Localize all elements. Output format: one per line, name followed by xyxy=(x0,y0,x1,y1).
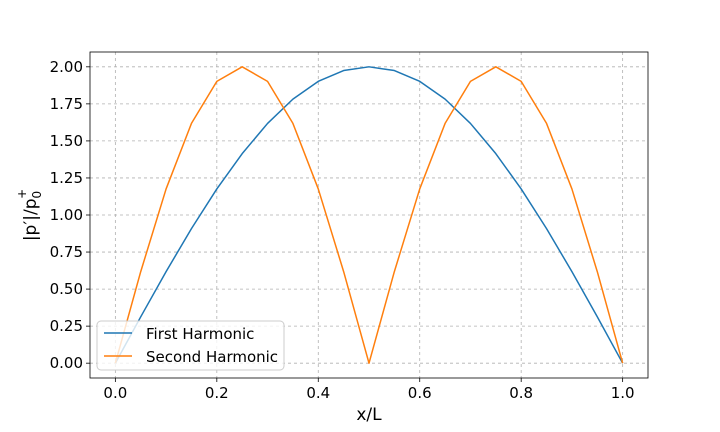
legend-label-first-harmonic: First Harmonic xyxy=(146,325,254,343)
series-line-second-harmonic xyxy=(114,66,624,364)
y-tick-label: 1.50 xyxy=(50,132,83,150)
y-tick-label: 1.25 xyxy=(50,169,83,187)
y-tick-label: 0.00 xyxy=(50,354,83,372)
x-tick-label: 0.0 xyxy=(103,384,127,402)
grid xyxy=(90,52,648,378)
y-tick-label: 2.00 xyxy=(50,58,83,76)
y-axis-label-sup: + xyxy=(15,189,29,199)
x-tick-label: 0.6 xyxy=(408,384,432,402)
y-axis-label: |p′|/p0+ xyxy=(15,189,44,241)
y-axis-label-base: |p xyxy=(21,225,41,242)
legend: First Harmonic Second Harmonic xyxy=(96,320,285,371)
y-tick-label: 1.75 xyxy=(50,95,83,113)
legend-box xyxy=(96,320,285,371)
x-tick-label: 0.2 xyxy=(205,384,229,402)
x-axis-label: x/L xyxy=(356,405,382,425)
x-tick-label: 0.8 xyxy=(509,384,533,402)
y-tick-label: 0.50 xyxy=(50,280,83,298)
y-axis-label-mid: |/p xyxy=(21,199,41,221)
x-tick-label: 0.4 xyxy=(306,384,330,402)
series-line-first-harmonic xyxy=(114,66,624,364)
legend-label-second-harmonic: Second Harmonic xyxy=(146,348,278,366)
x-tick-label: 1.0 xyxy=(611,384,635,402)
y-tick-label: 0.25 xyxy=(50,317,83,335)
y-axis-label-sub: 0 xyxy=(30,191,44,199)
y-axis-label-prime: ′ xyxy=(21,221,41,225)
series-layer xyxy=(114,66,624,364)
y-tick-label: 1.00 xyxy=(50,206,83,224)
ticks: 0.0 0.2 0.4 0.6 0.8 1.0 0.00 0.25 0.50 0.75 1.00 1.… xyxy=(50,58,635,402)
y-tick-label: 0.75 xyxy=(50,243,83,261)
